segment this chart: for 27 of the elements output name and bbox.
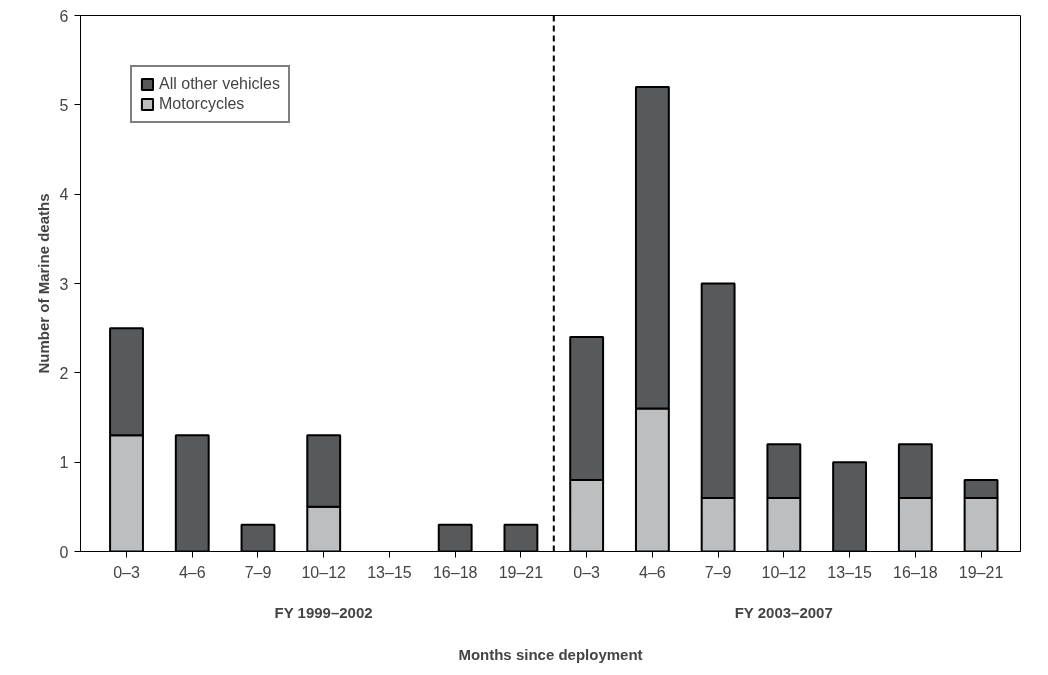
x-tick-label: 16–18 [893, 563, 938, 581]
x-tick-label: 4–6 [639, 563, 666, 581]
y-tick-label: 6 [59, 7, 69, 25]
x-tick-label: 13–15 [367, 563, 412, 581]
legend-label: All other vehicles [159, 75, 280, 93]
y-tick-label: 3 [59, 275, 69, 293]
x-tick-label: 7–9 [704, 563, 732, 581]
y-tick-label: 4 [59, 186, 69, 204]
y-tick-label: 5 [59, 96, 69, 114]
y-tick-label: 2 [59, 364, 69, 382]
x-tick-label: 7–9 [244, 563, 272, 581]
x-tick-label: 16–18 [432, 563, 478, 581]
y-tick-label: 0 [59, 543, 69, 561]
x-tick-label: 0–3 [113, 563, 140, 581]
y-axis-title: Number of Marine deaths [34, 193, 52, 374]
x-tick-label: 0–3 [573, 563, 601, 581]
x-axis-title: Months since deployment [458, 645, 643, 663]
text: FY 1999–2002 [274, 603, 373, 621]
x-tick-label: 10–12 [301, 563, 347, 581]
y-tick-label: 1 [59, 454, 69, 472]
x-tick-label: 10–12 [761, 563, 807, 581]
x-tick-label: 13–15 [827, 563, 872, 581]
text: FY 2003–2007 [734, 603, 833, 621]
x-tick-label: 19–21 [958, 563, 1004, 581]
x-tick-label: 4–6 [178, 563, 206, 581]
x-tick-label: 19–21 [498, 563, 544, 581]
legend-label: Motorcycles [159, 95, 245, 113]
